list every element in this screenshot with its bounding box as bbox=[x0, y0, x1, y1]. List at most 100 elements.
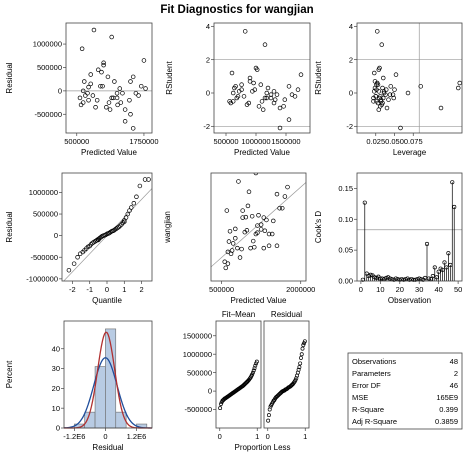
data-point bbox=[101, 62, 106, 68]
data-point bbox=[103, 232, 109, 238]
x-axis-label: Proportion Less bbox=[234, 443, 290, 452]
x-tick-label: 20 bbox=[396, 285, 404, 294]
data-point bbox=[456, 85, 461, 91]
stat-label: Observations bbox=[352, 357, 396, 366]
data-point bbox=[301, 343, 306, 347]
data-point bbox=[230, 99, 236, 104]
data-point bbox=[457, 80, 462, 86]
y-tick-label: -500000 bbox=[30, 253, 58, 262]
data-point bbox=[225, 249, 231, 255]
data-point bbox=[252, 366, 257, 371]
data-point bbox=[248, 245, 253, 251]
data-point bbox=[230, 90, 236, 96]
data-point bbox=[388, 276, 393, 281]
stat-value: 0.3859 bbox=[435, 417, 458, 426]
data-point bbox=[233, 84, 238, 89]
x-tick-label: 0 bbox=[359, 285, 363, 294]
data-point bbox=[264, 217, 269, 223]
data-point bbox=[243, 214, 249, 220]
residual-qq-panel: -2 -1 0 1 2 1000000 500000 0 -500000 -1000000 Quan… bbox=[5, 172, 153, 305]
data-point bbox=[111, 95, 116, 101]
data-point bbox=[235, 245, 240, 251]
data-point bbox=[298, 361, 303, 366]
data-point bbox=[127, 97, 132, 103]
x-tick-label: 50 bbox=[454, 285, 462, 294]
data-point bbox=[122, 107, 128, 112]
x-tick-label: 500000 bbox=[213, 137, 238, 146]
data-point bbox=[88, 72, 93, 77]
fit-reference-line bbox=[211, 182, 306, 268]
data-point bbox=[241, 94, 247, 99]
x-tick-label: -2 bbox=[69, 285, 76, 294]
data-point bbox=[133, 90, 139, 96]
data-point bbox=[100, 83, 105, 89]
data-point bbox=[368, 272, 373, 277]
data-point bbox=[240, 208, 245, 213]
plot-frame bbox=[213, 22, 311, 134]
data-point bbox=[106, 100, 112, 105]
data-point bbox=[250, 372, 255, 377]
data-point bbox=[252, 244, 257, 250]
stats-box bbox=[347, 352, 463, 430]
data-point bbox=[128, 79, 133, 84]
data-point bbox=[282, 194, 288, 199]
data-point bbox=[266, 418, 271, 423]
data-point bbox=[244, 102, 250, 107]
data-point bbox=[295, 87, 301, 92]
data-point bbox=[302, 339, 307, 344]
x-tick-label: 40 bbox=[434, 285, 442, 294]
data-point bbox=[83, 93, 88, 98]
stat-label: R-Square bbox=[352, 405, 384, 414]
plot-area bbox=[357, 23, 462, 133]
y-tick-label: 0.10 bbox=[338, 215, 353, 224]
data-point bbox=[75, 254, 80, 260]
data-point bbox=[141, 58, 147, 63]
stat-label: Adj R-Square bbox=[352, 417, 397, 426]
x-tick-label: 2 bbox=[140, 285, 144, 294]
data-point bbox=[244, 228, 250, 233]
y-tick-label: 0 bbox=[56, 424, 60, 433]
y-axis-label: wangjian bbox=[163, 211, 172, 244]
data-point bbox=[261, 215, 267, 220]
x-tick-label: 500000 bbox=[64, 137, 89, 146]
y-tick-label: 1500000 bbox=[183, 331, 212, 340]
data-point bbox=[297, 365, 302, 370]
data-point bbox=[108, 229, 113, 235]
data-point bbox=[237, 255, 243, 260]
data-point bbox=[109, 34, 114, 40]
data-point bbox=[82, 79, 87, 84]
data-point bbox=[393, 72, 399, 77]
data-point bbox=[236, 179, 241, 184]
data-point bbox=[282, 97, 288, 102]
data-point bbox=[391, 95, 397, 101]
data-point bbox=[376, 67, 382, 72]
normal-density-curve bbox=[63, 357, 153, 429]
y-tick-label: -2 bbox=[203, 122, 210, 131]
x-tick-label: -1.2E6 bbox=[63, 432, 85, 441]
data-point bbox=[286, 84, 292, 89]
data-point bbox=[438, 105, 444, 111]
data-point bbox=[128, 205, 134, 210]
data-point bbox=[98, 83, 103, 89]
y-tick-label: 0 bbox=[58, 86, 62, 95]
data-point bbox=[286, 117, 292, 122]
data-point bbox=[86, 97, 91, 103]
x-tick-label: 1500000 bbox=[271, 137, 300, 146]
data-point bbox=[376, 107, 382, 112]
data-point bbox=[94, 97, 100, 103]
data-point bbox=[251, 370, 255, 375]
y-tick-label: 0.00 bbox=[338, 277, 353, 286]
data-point bbox=[99, 69, 104, 75]
figure-title: Fit Diagnostics for wangjian bbox=[160, 4, 314, 16]
y-axis-label: RStudent bbox=[314, 61, 323, 95]
stat-value: 48 bbox=[450, 357, 458, 366]
data-point bbox=[405, 90, 411, 96]
data-point bbox=[245, 203, 251, 209]
data-point bbox=[107, 107, 113, 112]
data-point bbox=[93, 105, 98, 110]
data-point bbox=[379, 102, 385, 107]
data-point bbox=[96, 237, 101, 243]
data-point bbox=[373, 94, 379, 99]
